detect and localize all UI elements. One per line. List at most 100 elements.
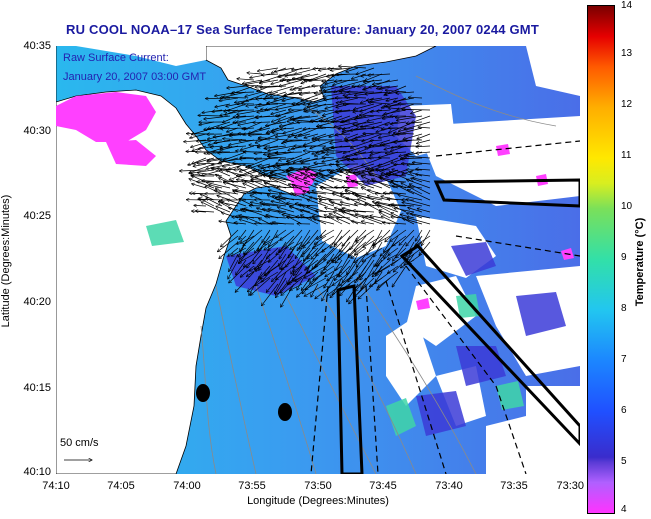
current-vector: [409, 184, 431, 195]
current-vector: [335, 134, 351, 135]
current-vector: [223, 139, 247, 140]
current-vector: [303, 229, 319, 248]
current-vector: [189, 163, 215, 173]
current-vector: [415, 174, 431, 177]
current-vector: [362, 181, 383, 189]
current-vector: [220, 170, 247, 177]
current-vector: [259, 253, 271, 270]
current-vector: [238, 253, 255, 263]
current-vector: [192, 157, 207, 164]
current-vector: [207, 121, 231, 129]
current-vector: [385, 229, 399, 242]
current-vector: [196, 140, 223, 141]
current-vector: [330, 277, 351, 298]
current-vector: [280, 128, 295, 129]
current-vector: [334, 259, 351, 281]
current-vector: [330, 67, 351, 70]
current-vector: [256, 98, 271, 99]
current-vector: [342, 229, 359, 246]
current-vector: [277, 207, 295, 213]
current-vector: [262, 204, 279, 207]
current-vector: [258, 218, 271, 225]
current-vector: [369, 145, 391, 146]
current-vector: [301, 91, 327, 101]
current-vector: [250, 195, 263, 201]
current-vector: [403, 219, 423, 225]
current-vector: [304, 133, 319, 138]
current-vector: [394, 133, 415, 134]
current-vector: [407, 190, 431, 201]
current-vector: [315, 283, 335, 299]
current-vector: [356, 67, 375, 74]
current-vector: [246, 265, 263, 276]
current-vector: [356, 229, 375, 242]
current-vector: [340, 283, 351, 296]
current-vector: [220, 145, 247, 148]
current-vector: [406, 235, 415, 246]
current-vector: [342, 259, 359, 283]
current-vector: [264, 216, 287, 218]
current-vector: [228, 247, 239, 256]
current-vector: [385, 90, 407, 93]
current-vector: [398, 127, 415, 131]
current-vector: [271, 109, 287, 114]
current-vector: [353, 109, 367, 112]
current-vector: [243, 183, 255, 189]
current-vector: [255, 259, 263, 270]
current-vector: [412, 162, 431, 164]
current-vector: [391, 181, 407, 182]
current-vector: [303, 235, 319, 254]
current-vector: [263, 235, 279, 244]
current-vector: [232, 163, 255, 164]
current-vector: [374, 241, 383, 257]
current-vector: [274, 271, 287, 294]
current-vector: [283, 139, 311, 142]
current-vector: [321, 253, 335, 274]
current-vector: [324, 215, 343, 225]
current-vector: [307, 192, 327, 195]
current-vector: [261, 109, 279, 110]
current-vector: [342, 187, 359, 188]
current-vector: [327, 283, 343, 296]
current-vector: [404, 121, 431, 130]
current-vector: [310, 121, 327, 122]
current-vector: [382, 223, 407, 224]
current-vector: [362, 247, 383, 262]
colorbar-tick: 5: [621, 456, 627, 467]
current-vector: [274, 67, 295, 72]
current-vector: [293, 259, 311, 272]
current-vector: [331, 145, 359, 148]
current-vector: [289, 168, 311, 177]
current-vector: [294, 133, 311, 138]
current-vector: [416, 152, 431, 153]
current-vector: [396, 247, 407, 258]
current-vector: [376, 265, 391, 274]
colorbar-tick: 13: [621, 48, 633, 59]
current-vector: [257, 67, 279, 71]
current-vector: [390, 192, 407, 194]
current-vector: [237, 167, 255, 177]
current-vector: [217, 152, 239, 153]
current-vector: [231, 247, 247, 256]
colorbar-tick: 4: [621, 504, 627, 515]
current-vector: [375, 204, 399, 213]
current-vector: [311, 241, 327, 259]
current-vector: [245, 181, 263, 189]
y-tick: 40:35: [23, 40, 51, 52]
current-vector: [406, 213, 423, 219]
current-vector: [408, 208, 423, 213]
current-vector: [356, 253, 367, 267]
current-vector: [356, 271, 367, 280]
current-vector: [287, 151, 311, 162]
current-vector: [267, 163, 295, 167]
x-tick: 73:55: [238, 480, 266, 492]
current-vector: [392, 169, 415, 177]
current-vector: [342, 85, 359, 91]
current-vector: [253, 253, 263, 264]
current-vector: [286, 229, 303, 248]
surface-current-vectors: [180, 66, 431, 307]
current-vector: [325, 79, 343, 84]
current-vector: [390, 229, 407, 241]
current-vector: [260, 265, 279, 279]
current-vector: [287, 271, 311, 285]
